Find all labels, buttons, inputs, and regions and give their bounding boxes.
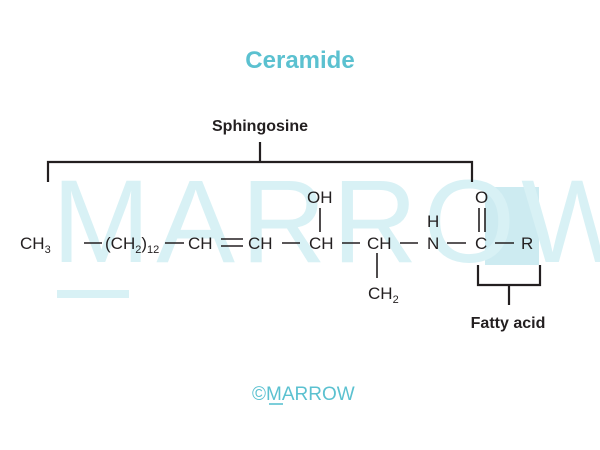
- copyright: ©MARROW: [252, 384, 355, 405]
- ch-amine: CH: [367, 234, 392, 253]
- n-atom: N: [427, 234, 439, 253]
- ch2-chain: (CH2)12: [105, 234, 159, 256]
- sphingosine-label: Sphingosine: [212, 118, 308, 135]
- h-atom: H: [427, 212, 439, 231]
- fatty-acid-label: Fatty acid: [471, 315, 546, 332]
- diagram-title: Ceramide: [245, 47, 354, 74]
- ch-oh: CH: [309, 234, 334, 253]
- c-atom: C: [475, 234, 487, 253]
- fatty-acid-bracket: [476, 265, 542, 305]
- ch2-branch: CH2: [368, 284, 399, 306]
- watermark-text: MARROW: [52, 156, 600, 288]
- r-group: R: [521, 234, 533, 253]
- ch-2: CH: [248, 234, 273, 253]
- ceramide-structure: CH3 (CH2)12 CH CH CH OH CH CH2 H N: [20, 188, 533, 306]
- watermark: MARROW: [52, 156, 600, 298]
- o-atom: O: [475, 188, 488, 207]
- watermark-underline: [57, 290, 129, 298]
- ch-1: CH: [188, 234, 213, 253]
- ch3-group: CH3: [20, 234, 51, 256]
- oh-group: OH: [307, 188, 333, 207]
- sphingosine-bracket: [46, 142, 474, 182]
- watermark-box: [485, 187, 539, 265]
- copyright-text: ©MARROW: [252, 384, 355, 405]
